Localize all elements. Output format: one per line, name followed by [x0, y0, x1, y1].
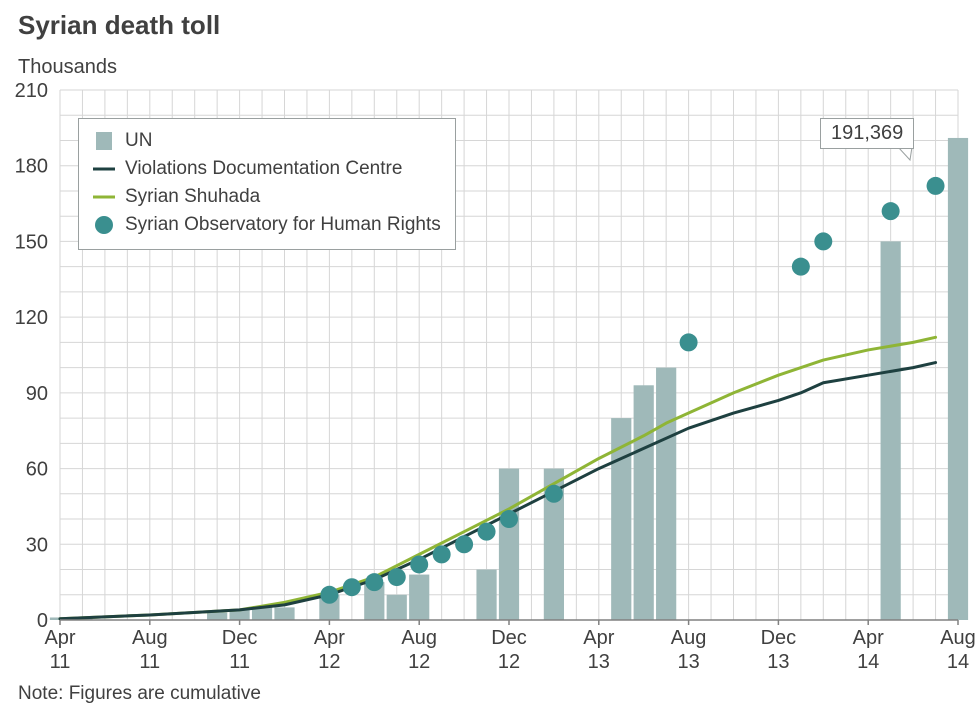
svg-text:Apr: Apr — [44, 627, 75, 649]
svg-text:11: 11 — [229, 651, 250, 673]
svg-text:0: 0 — [37, 610, 48, 632]
y-axis-labels: 0 30 60 90 120 150 180 210 — [15, 80, 48, 632]
chart-note: Note: Figures are cumulative — [18, 683, 261, 705]
svg-text:180: 180 — [15, 156, 48, 178]
svg-text:Apr: Apr — [853, 627, 884, 649]
svg-text:13: 13 — [588, 651, 610, 673]
svg-text:13: 13 — [677, 651, 699, 673]
svg-text:150: 150 — [15, 231, 48, 253]
svg-text:12: 12 — [408, 651, 430, 673]
svg-text:11: 11 — [139, 651, 160, 673]
svg-text:12: 12 — [498, 651, 520, 673]
legend: UN Violations Documentation Centre Syrian … — [78, 118, 456, 250]
svg-text:Dec: Dec — [222, 627, 258, 649]
svg-text:12: 12 — [318, 651, 340, 673]
svg-text:Apr: Apr — [583, 627, 614, 649]
legend-label: Violations Documentation Centre — [125, 158, 402, 180]
callout-value: 191,369 — [831, 122, 903, 144]
svg-text:Dec: Dec — [491, 627, 527, 649]
svg-text:90: 90 — [26, 383, 48, 405]
svg-text:Aug: Aug — [940, 627, 976, 649]
svg-text:210: 210 — [15, 80, 48, 102]
legend-item: Syrian Shuhada — [93, 183, 441, 211]
svg-text:120: 120 — [15, 307, 48, 329]
svg-text:Dec: Dec — [761, 627, 797, 649]
svg-text:14: 14 — [857, 651, 879, 673]
svg-text:Aug: Aug — [671, 627, 707, 649]
legend-item: Syrian Observatory for Human Rights — [93, 211, 441, 239]
legend-label: UN — [125, 130, 152, 152]
legend-swatch-icon — [93, 214, 115, 236]
svg-text:14: 14 — [947, 651, 969, 673]
chart-container: Syrian death toll Thousands Apr11Aug11De… — [0, 0, 976, 719]
legend-item: UN — [93, 127, 441, 155]
svg-text:30: 30 — [26, 534, 48, 556]
legend-label: Syrian Observatory for Human Rights — [125, 214, 441, 236]
svg-text:60: 60 — [26, 459, 48, 481]
callout-box: 191,369 — [820, 118, 914, 149]
chart-svg: Apr11Aug11Dec11Apr12Aug12Dec12Apr13Aug13… — [0, 0, 976, 719]
legend-swatch-icon — [93, 158, 115, 180]
legend-swatch-icon — [93, 186, 115, 208]
svg-text:13: 13 — [767, 651, 789, 673]
svg-text:Aug: Aug — [132, 627, 168, 649]
legend-item: Violations Documentation Centre — [93, 155, 441, 183]
legend-label: Syrian Shuhada — [125, 186, 260, 208]
x-axis-labels: Apr11Aug11Dec11Apr12Aug12Dec12Apr13Aug13… — [44, 620, 975, 673]
lines-layer — [60, 337, 936, 618]
svg-text:11: 11 — [50, 651, 71, 673]
legend-swatch-icon — [93, 130, 115, 152]
svg-text:Apr: Apr — [314, 627, 345, 649]
svg-text:Aug: Aug — [401, 627, 437, 649]
